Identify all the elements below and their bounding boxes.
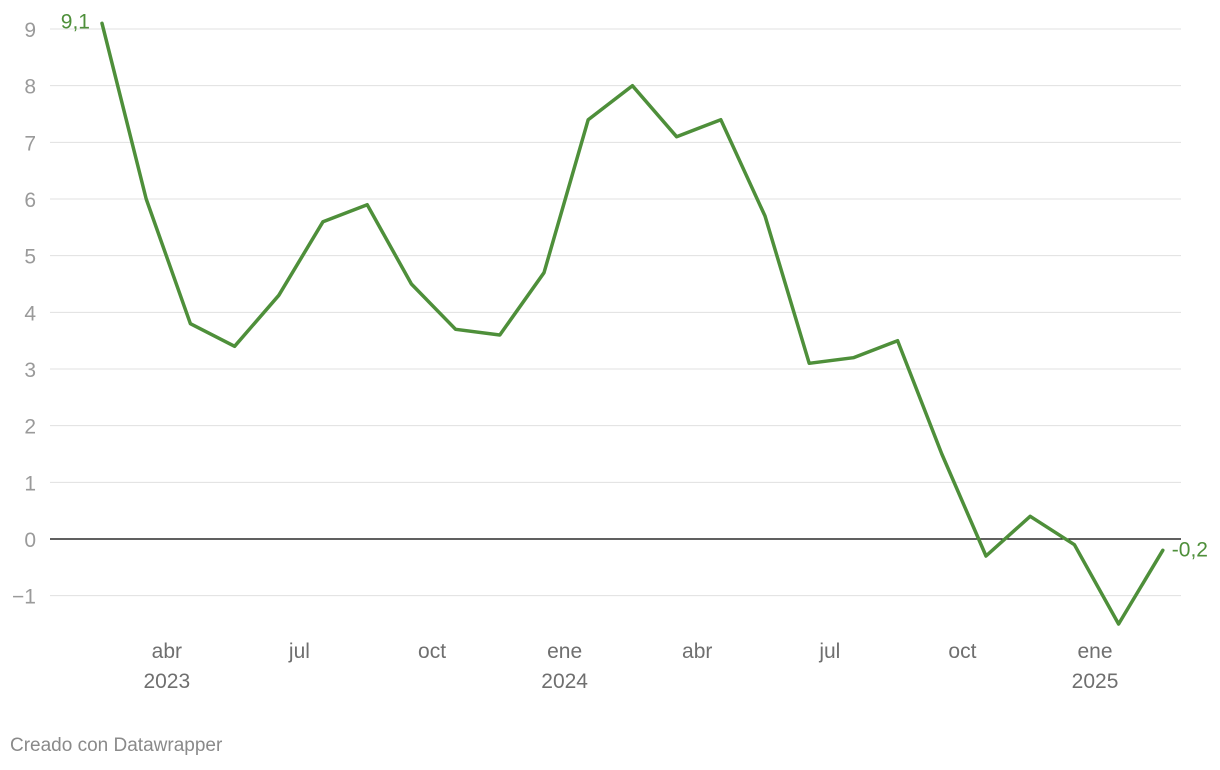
- y-tick-label: 1: [24, 472, 36, 495]
- start-value-label: 9,1: [61, 10, 90, 33]
- x-tick-label: jul: [818, 640, 840, 663]
- x-tick-label: oct: [948, 640, 976, 663]
- y-tick-label: 0: [24, 529, 36, 552]
- y-tick-label: −1: [12, 586, 36, 609]
- x-tick-label: oct: [418, 640, 446, 663]
- x-tick-label: ene: [1078, 640, 1113, 663]
- x-tick-label: abr: [152, 640, 182, 663]
- series-line-group: [100, 21, 1165, 626]
- x-tick-year-label: 2025: [1072, 670, 1119, 693]
- series-line: [100, 21, 1165, 626]
- y-tick-label: 9: [24, 19, 36, 42]
- x-axis-tick-labels: abr 2023 jul oct ene 2024 abr jul oct ene 2025: [143, 640, 1118, 693]
- x-tick-label: jul: [288, 640, 310, 663]
- y-tick-label: 3: [24, 359, 36, 382]
- data-labels: 9,1 -0,2: [61, 10, 1208, 561]
- x-tick-label: ene: [547, 640, 582, 663]
- gridlines: [50, 28, 1181, 597]
- x-tick-year-label: 2023: [143, 670, 190, 693]
- line-chart: 9 8 7 6 5 4 3 2 1 0 −1 abr 2023 jul oct ene 2024 abr jul o…: [12, 10, 1208, 693]
- end-value-label: -0,2: [1172, 538, 1208, 561]
- y-axis-tick-labels: 9 8 7 6 5 4 3 2 1 0 −1: [12, 19, 36, 609]
- y-tick-label: 2: [24, 416, 36, 439]
- y-tick-label: 6: [24, 189, 36, 212]
- footer-credit[interactable]: Creado con Datawrapper: [10, 735, 223, 756]
- y-tick-label: 5: [24, 246, 36, 269]
- x-tick-label: abr: [682, 640, 712, 663]
- y-tick-label: 8: [24, 76, 36, 99]
- y-tick-label: 4: [24, 302, 36, 325]
- x-tick-year-label: 2024: [541, 670, 588, 693]
- y-tick-label: 7: [24, 132, 36, 155]
